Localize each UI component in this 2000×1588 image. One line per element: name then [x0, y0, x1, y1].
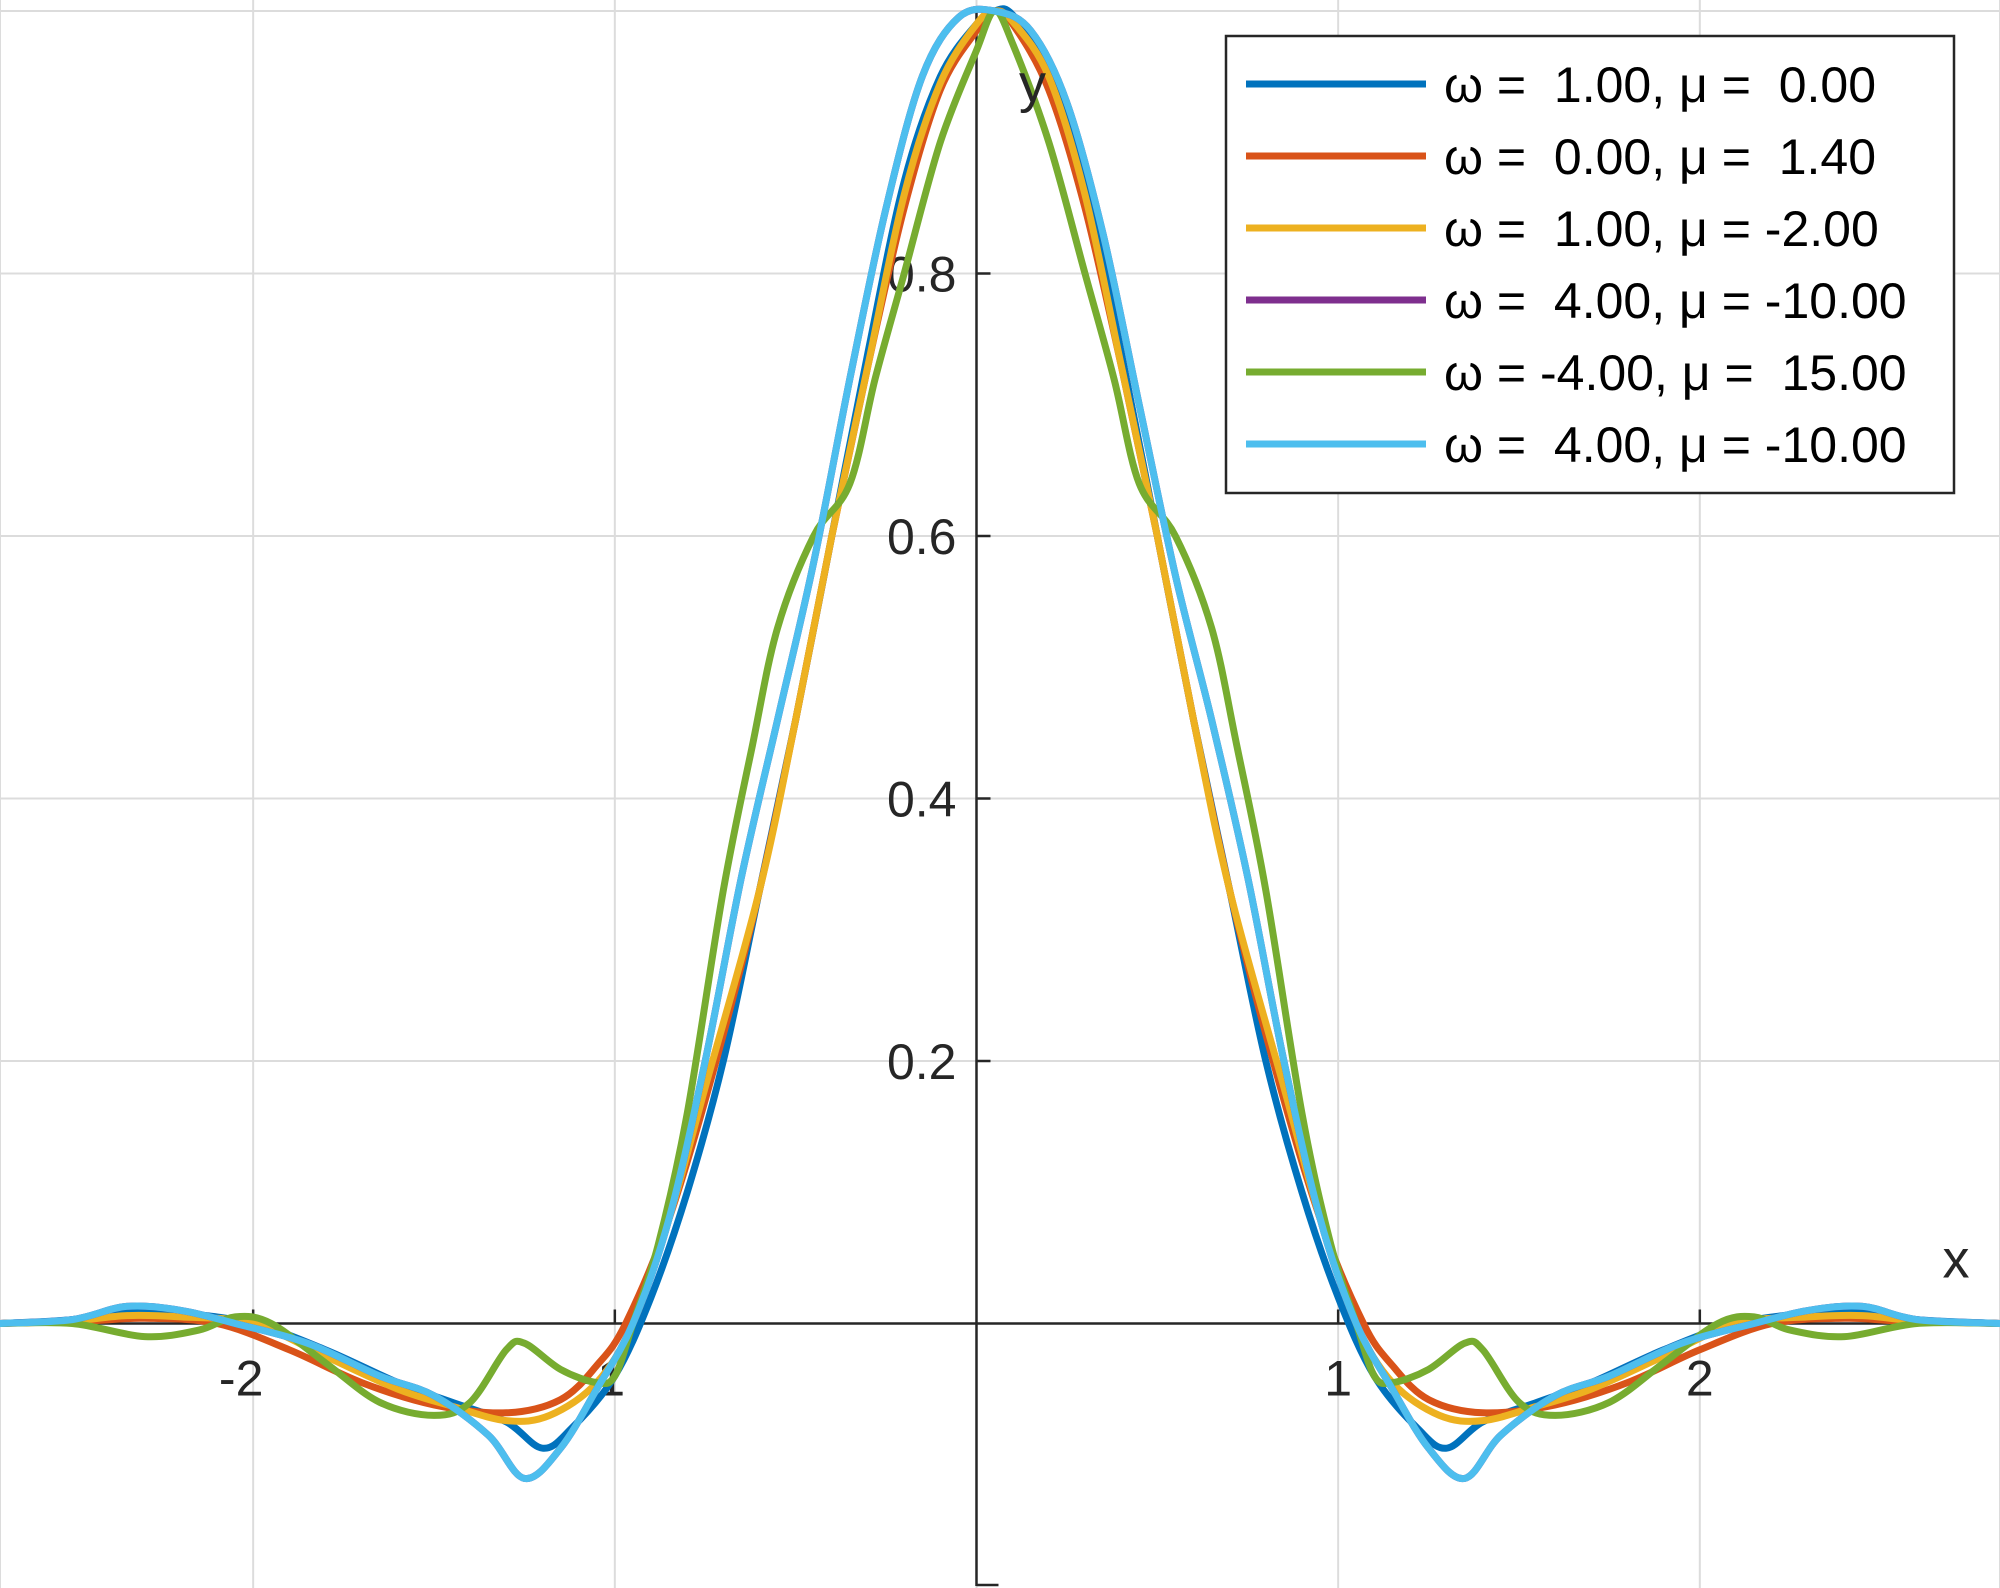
- x-tick-label-0: -2: [219, 1351, 263, 1407]
- legend: ω = 1.00, μ = 0.00 ω = 0.00, μ = 1.40 ω = …: [1224, 34, 1956, 495]
- y-tick-label-1: 0.4: [887, 772, 957, 828]
- y-tick-label-0: 0.2: [887, 1034, 957, 1090]
- legend-label-5: ω = 4.00, μ = -10.00: [1444, 417, 1907, 473]
- y-tick-label-2: 0.6: [887, 509, 957, 565]
- legend-box: [1224, 34, 1956, 495]
- x-axis-label: x: [1943, 1230, 1970, 1290]
- legend-label-4: ω = -4.00, μ = 15.00: [1444, 345, 1907, 401]
- legend-label-2: ω = 1.00, μ = -2.00: [1444, 201, 1879, 257]
- legend-label-3: ω = 4.00, μ = -10.00: [1444, 273, 1907, 329]
- series-line-5: [0, 5, 2000, 1482]
- legend-label-0: ω = 1.00, μ = 0.00: [1444, 57, 1876, 113]
- series-lines: [0, 5, 2000, 1482]
- x-tick-label-2: 1: [1324, 1351, 1352, 1407]
- x-tick-label-3: 2: [1686, 1351, 1714, 1407]
- y-axis-label: y: [1019, 54, 1046, 114]
- legend-label-1: ω = 0.00, μ = 1.40: [1444, 129, 1876, 185]
